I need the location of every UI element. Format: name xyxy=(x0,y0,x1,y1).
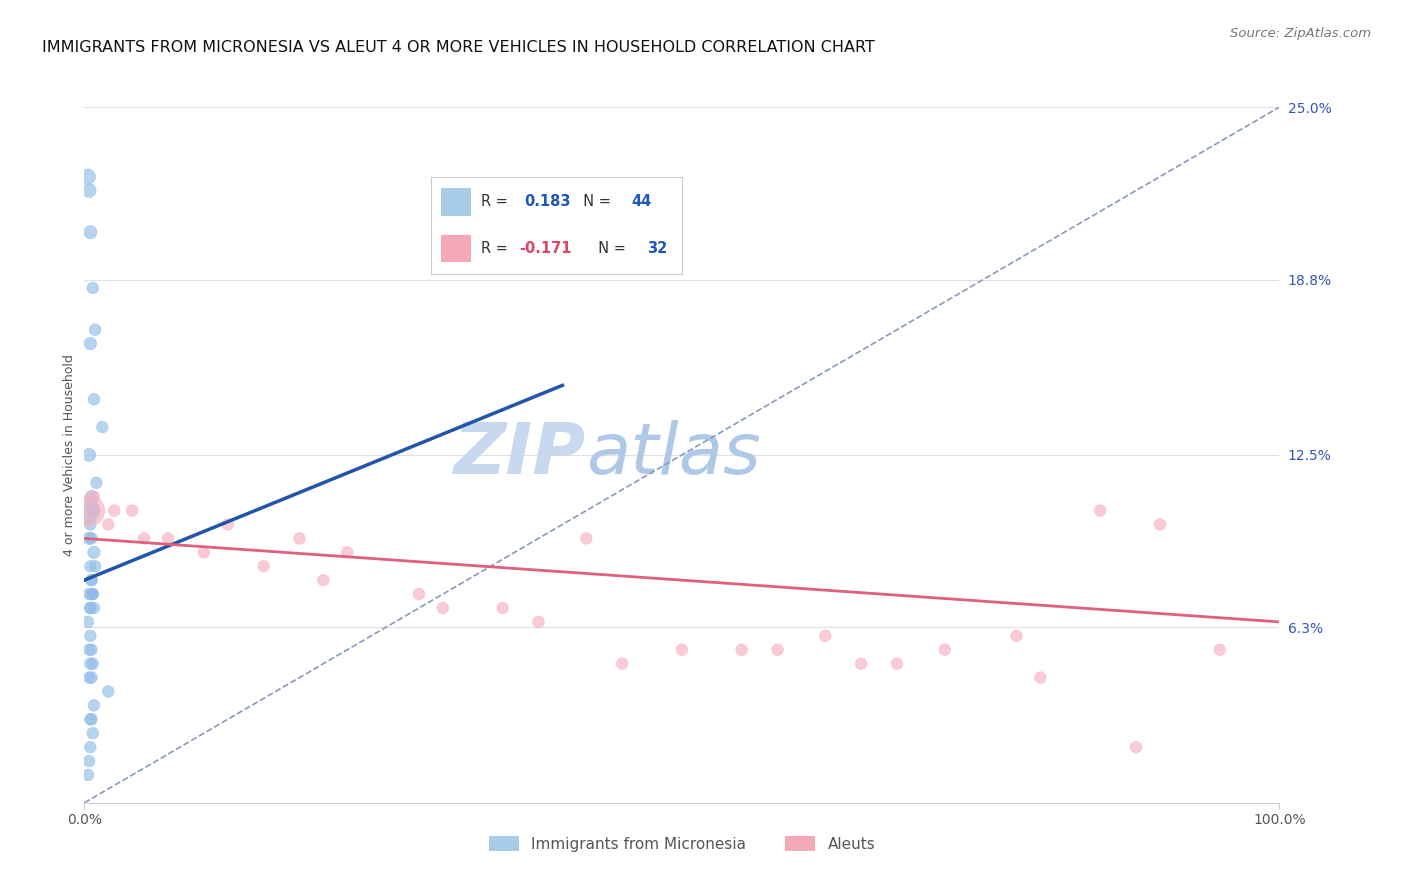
Point xyxy=(103,503,125,517)
Text: IMMIGRANTS FROM MICRONESIA VS ALEUT 4 OR MORE VEHICLES IN HOUSEHOLD CORRELATION : IMMIGRANTS FROM MICRONESIA VS ALEUT 4 OR… xyxy=(42,40,875,55)
Point xyxy=(80,587,103,601)
Point xyxy=(1149,517,1171,532)
Point xyxy=(1005,629,1028,643)
Point xyxy=(1090,503,1112,517)
Point xyxy=(80,671,103,685)
Point xyxy=(1029,671,1052,685)
Point xyxy=(132,532,156,546)
Point xyxy=(77,503,100,517)
Point xyxy=(97,684,120,698)
Point xyxy=(83,490,105,504)
Point xyxy=(80,642,103,657)
Text: atlas: atlas xyxy=(586,420,761,490)
Point xyxy=(79,712,101,726)
Point xyxy=(82,503,104,517)
Point xyxy=(77,754,100,768)
Point xyxy=(80,532,103,546)
Point xyxy=(84,323,107,337)
Point xyxy=(79,336,101,351)
Point xyxy=(77,587,100,601)
Point xyxy=(80,573,103,587)
Point xyxy=(527,615,550,629)
Point xyxy=(86,475,108,490)
Point xyxy=(80,490,103,504)
Point xyxy=(77,169,100,184)
Point xyxy=(1209,642,1232,657)
Point xyxy=(121,503,143,517)
Point xyxy=(731,642,754,657)
Point xyxy=(83,601,105,615)
Point xyxy=(934,642,956,657)
Point xyxy=(79,559,101,574)
Point xyxy=(157,532,180,546)
Text: ZIP: ZIP xyxy=(454,420,586,490)
Point xyxy=(84,559,107,574)
Point xyxy=(193,545,215,559)
Point xyxy=(91,420,114,434)
Point xyxy=(77,671,100,685)
Point xyxy=(408,587,430,601)
Point xyxy=(83,545,105,559)
Point xyxy=(766,642,789,657)
Point xyxy=(80,573,103,587)
Point xyxy=(612,657,634,671)
Point xyxy=(77,448,100,462)
Point xyxy=(671,642,693,657)
Point xyxy=(1125,740,1147,755)
Point xyxy=(80,712,103,726)
Point xyxy=(82,281,104,295)
Point xyxy=(82,726,104,740)
Y-axis label: 4 or more Vehicles in Household: 4 or more Vehicles in Household xyxy=(63,354,76,556)
Point xyxy=(77,642,100,657)
Point xyxy=(83,698,105,713)
Point xyxy=(886,657,908,671)
Point xyxy=(77,768,100,782)
Point xyxy=(79,517,101,532)
Point xyxy=(288,532,311,546)
Legend: Immigrants from Micronesia, Aleuts: Immigrants from Micronesia, Aleuts xyxy=(482,830,882,858)
Point xyxy=(77,615,100,629)
Point xyxy=(814,629,837,643)
Point xyxy=(82,587,104,601)
Point xyxy=(336,545,359,559)
Point xyxy=(79,657,101,671)
Point xyxy=(253,559,276,574)
Point xyxy=(79,740,101,755)
Point xyxy=(83,392,105,407)
Point xyxy=(312,573,335,587)
Text: Source: ZipAtlas.com: Source: ZipAtlas.com xyxy=(1230,27,1371,40)
Point xyxy=(77,184,100,198)
Point xyxy=(79,601,101,615)
Point xyxy=(79,601,101,615)
Point xyxy=(79,225,101,239)
Point xyxy=(82,657,104,671)
Point xyxy=(77,532,100,546)
Point xyxy=(79,629,101,643)
Point xyxy=(82,587,104,601)
Point xyxy=(217,517,239,532)
Point xyxy=(492,601,515,615)
Point xyxy=(77,503,100,517)
Point xyxy=(97,517,120,532)
Point xyxy=(851,657,873,671)
Point xyxy=(432,601,454,615)
Point xyxy=(575,532,598,546)
